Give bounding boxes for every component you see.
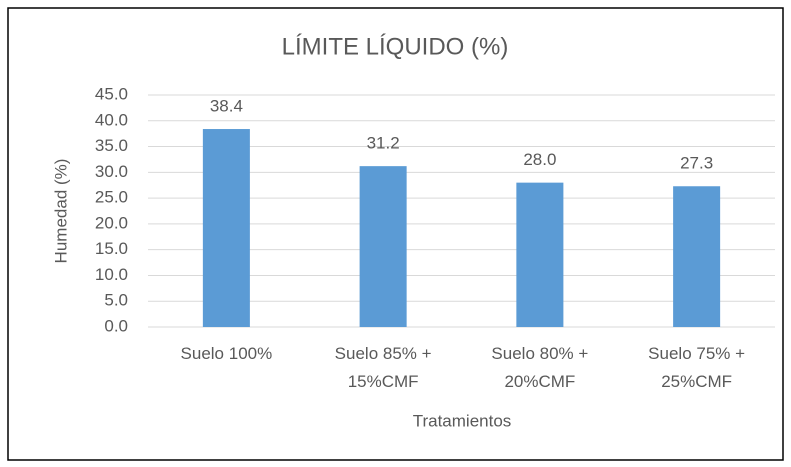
y-tick-label: 5.0 — [104, 291, 128, 310]
bar — [673, 186, 721, 327]
y-tick-label: 30.0 — [95, 162, 128, 181]
bar — [359, 166, 407, 327]
x-tick-label: Suelo 100% — [181, 344, 273, 363]
y-tick-label: 0.0 — [104, 316, 128, 335]
y-tick-label: 35.0 — [95, 136, 128, 155]
x-tick-label: Suelo 80% +20%CMF — [491, 344, 588, 391]
y-tick-label: 40.0 — [95, 110, 128, 129]
bar — [516, 182, 564, 327]
value-label: 38.4 — [210, 97, 243, 116]
y-tick-label: 20.0 — [95, 213, 128, 232]
y-tick-label: 45.0 — [95, 84, 128, 103]
y-tick-label: 25.0 — [95, 188, 128, 207]
value-label: 31.2 — [367, 134, 400, 153]
y-tick-label: 10.0 — [95, 265, 128, 284]
chart-title: LÍMITE LÍQUIDO (%) — [282, 33, 509, 60]
y-axis-label: Humedad (%) — [51, 159, 70, 264]
value-label: 27.3 — [680, 154, 713, 173]
x-tick-label: Suelo 85% +15%CMF — [335, 344, 432, 391]
value-label: 28.0 — [523, 150, 556, 169]
bar — [202, 129, 250, 327]
y-tick-label: 15.0 — [95, 239, 128, 258]
x-tick-label: Suelo 75% +25%CMF — [648, 344, 745, 391]
x-axis-label: Tratamientos — [413, 411, 512, 430]
